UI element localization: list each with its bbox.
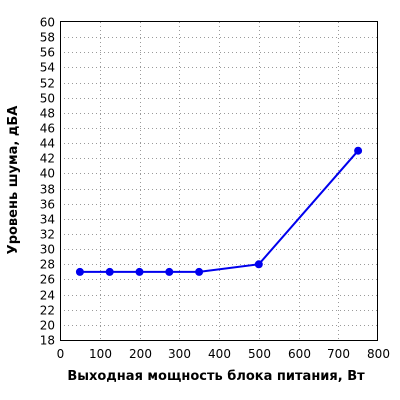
series xyxy=(75,146,363,276)
y-tick-label: 56 xyxy=(40,46,55,60)
y-tick-label: 60 xyxy=(40,16,55,30)
y-axis-title: Уровень шума, дБА xyxy=(6,106,21,255)
data-point xyxy=(135,267,144,276)
series-line xyxy=(79,150,359,273)
y-tick-label: 48 xyxy=(40,107,55,121)
x-axis-title: Выходная мощность блока питания, Вт xyxy=(67,369,365,384)
y-tick-label: 42 xyxy=(40,152,55,166)
x-tick-label: 100 xyxy=(89,347,112,361)
y-tick-label: 26 xyxy=(40,273,55,287)
x-tick-label: 800 xyxy=(367,347,390,361)
plot-frame xyxy=(60,21,378,341)
y-tick-label: 44 xyxy=(40,137,55,151)
grid xyxy=(60,22,378,340)
y-tick-label: 20 xyxy=(40,319,55,333)
y-tick-label: 58 xyxy=(40,31,55,45)
y-tick-label: 28 xyxy=(40,258,55,272)
y-tick-label: 22 xyxy=(40,304,55,318)
y-tick-label: 36 xyxy=(40,198,55,212)
y-tick-label: 40 xyxy=(40,167,55,181)
y-tick-label: 30 xyxy=(40,243,55,257)
y-tick-label: 54 xyxy=(40,61,55,75)
x-tick-label: 700 xyxy=(327,347,350,361)
data-point xyxy=(75,267,84,276)
x-tick-label: 400 xyxy=(208,347,231,361)
data-point xyxy=(254,260,263,269)
y-tick-label: 52 xyxy=(40,77,55,91)
y-tick-label: 50 xyxy=(40,92,55,106)
y-tick-label: 32 xyxy=(40,228,55,242)
x-tick-label: 200 xyxy=(129,347,152,361)
y-tick-label: 46 xyxy=(40,122,55,136)
y-tick-label: 38 xyxy=(40,183,55,197)
x-axis-ticks: 0 100 200 300 400 500 600 700 800 xyxy=(57,347,390,361)
data-point xyxy=(195,267,204,276)
x-tick-label: 600 xyxy=(288,347,311,361)
data-point xyxy=(354,146,363,155)
x-tick-label: 0 xyxy=(57,347,65,361)
y-tick-label: 24 xyxy=(40,289,55,303)
data-point xyxy=(105,267,114,276)
data-point xyxy=(165,267,174,276)
y-tick-label: 34 xyxy=(40,213,55,227)
x-tick-label: 300 xyxy=(168,347,191,361)
x-tick-label: 500 xyxy=(248,347,271,361)
y-tick-label: 18 xyxy=(40,334,55,348)
